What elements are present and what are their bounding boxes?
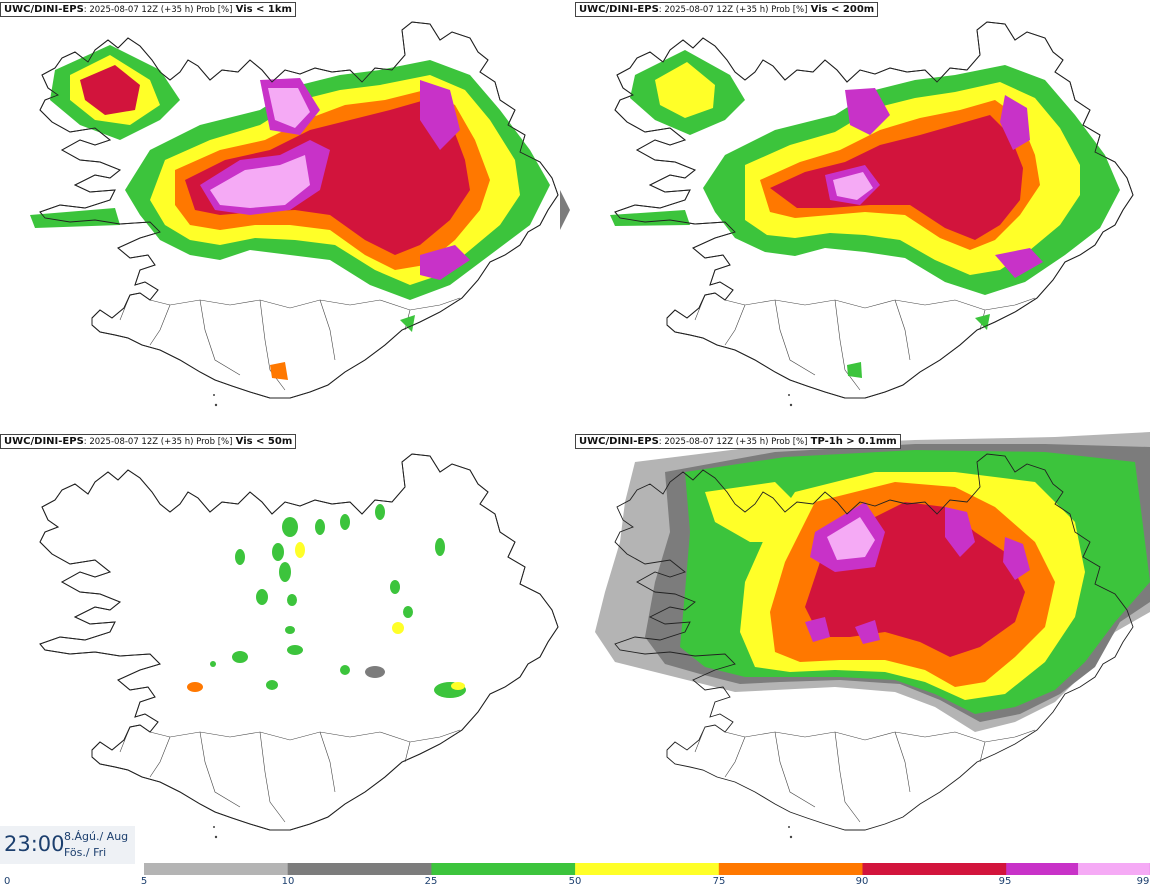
run-info: : 2025-08-07 12Z (+35 h) Prob [%] bbox=[83, 5, 233, 15]
colorbar-label: 95 bbox=[998, 876, 1012, 887]
model-name: UWC/DINI-EPS bbox=[579, 436, 659, 447]
colorbar-segment bbox=[718, 863, 863, 875]
valid-time-box: 23:00 8.Ágú./ Aug Fös./ Fri bbox=[0, 826, 135, 864]
probability-map bbox=[30, 21, 570, 407]
colorbar-label: 75 bbox=[712, 876, 726, 887]
probability-colorbar bbox=[144, 863, 1150, 875]
colorbar-label: 5 bbox=[140, 876, 148, 887]
colorbar-segment bbox=[862, 863, 1007, 875]
valid-day: Fös./ Fri bbox=[64, 846, 107, 859]
panel-title: UWC/DINI-EPS: 2025-08-07 12Z (+35 h) Pro… bbox=[575, 434, 901, 449]
probability-map bbox=[575, 432, 1150, 862]
colorbar-labels: 0 5 10 25 50 75 90 95 99 bbox=[0, 876, 1150, 890]
colorbar-segment bbox=[144, 863, 289, 875]
colorbar-segment bbox=[1078, 863, 1150, 875]
variable-name: Vis < 50m bbox=[235, 436, 293, 447]
colorbar-label: 99 bbox=[1136, 876, 1150, 887]
run-info: : 2025-08-07 12Z (+35 h) Prob [%] bbox=[83, 437, 233, 447]
panel-title: UWC/DINI-EPS: 2025-08-07 12Z (+35 h) Pro… bbox=[0, 2, 296, 17]
colorbar-label: 90 bbox=[855, 876, 869, 887]
model-name: UWC/DINI-EPS bbox=[4, 436, 84, 447]
colorbar-segment bbox=[575, 863, 720, 875]
run-info: : 2025-08-07 12Z (+35 h) Prob [%] bbox=[658, 437, 808, 447]
model-name: UWC/DINI-EPS bbox=[579, 4, 659, 15]
map-panel-precip: UWC/DINI-EPS: 2025-08-07 12Z (+35 h) Pro… bbox=[575, 432, 1150, 862]
colorbar-segment bbox=[431, 863, 576, 875]
probability-map bbox=[39, 453, 559, 839]
probability-field bbox=[595, 432, 1150, 732]
map-panel-vis-50m: UWC/DINI-EPS: 2025-08-07 12Z (+35 h) Pro… bbox=[0, 432, 575, 862]
run-info: : 2025-08-07 12Z (+35 h) Prob [%] bbox=[658, 5, 808, 15]
model-name: UWC/DINI-EPS bbox=[4, 4, 84, 15]
probability-field bbox=[187, 504, 466, 698]
colorbar-segment bbox=[287, 863, 432, 875]
variable-name: Vis < 200m bbox=[810, 4, 875, 15]
valid-time-clock: 23:00 bbox=[4, 832, 65, 856]
colorbar-label: 10 bbox=[281, 876, 295, 887]
colorbar-label: 0 bbox=[4, 876, 11, 887]
map-panel-vis-1km: UWC/DINI-EPS: 2025-08-07 12Z (+35 h) Pro… bbox=[0, 0, 575, 430]
colorbar-label: 50 bbox=[568, 876, 582, 887]
colorbar-label: 25 bbox=[424, 876, 438, 887]
map-panel-vis-200m: UWC/DINI-EPS: 2025-08-07 12Z (+35 h) Pro… bbox=[575, 0, 1150, 430]
probability-map bbox=[610, 21, 1134, 407]
variable-name: Vis < 1km bbox=[235, 4, 292, 15]
probability-field bbox=[30, 45, 570, 380]
panel-title: UWC/DINI-EPS: 2025-08-07 12Z (+35 h) Pro… bbox=[0, 434, 297, 449]
valid-date: 8.Ágú./ Aug bbox=[64, 830, 129, 843]
probability-field bbox=[610, 50, 1120, 378]
variable-name: TP-1h > 0.1mm bbox=[810, 436, 897, 447]
panel-title: UWC/DINI-EPS: 2025-08-07 12Z (+35 h) Pro… bbox=[575, 2, 879, 17]
